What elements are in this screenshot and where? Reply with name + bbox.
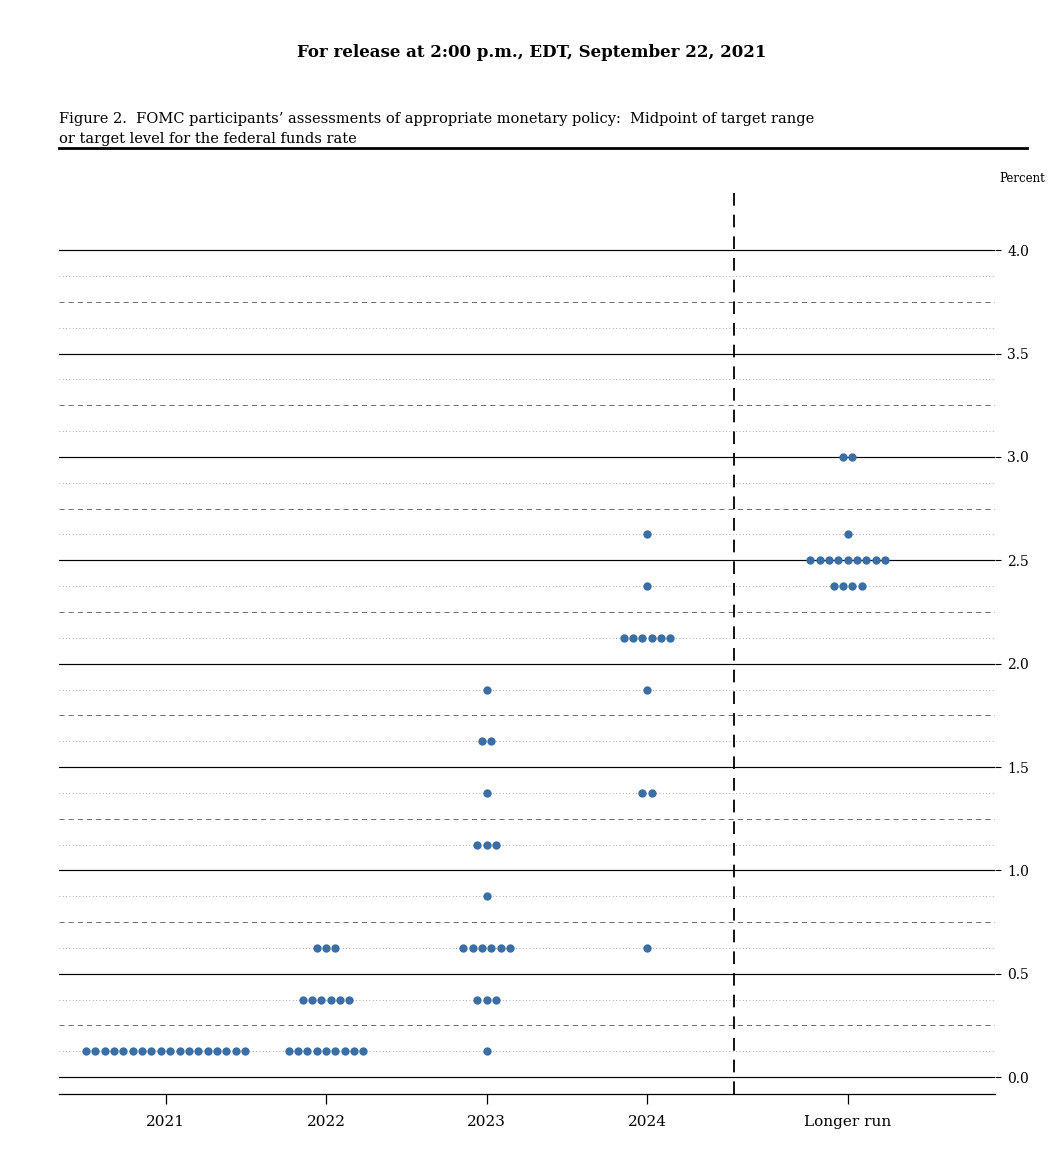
Text: For release at 2:00 p.m., EDT, September 22, 2021: For release at 2:00 p.m., EDT, September… [297,44,767,60]
Text: or target level for the federal funds rate: or target level for the federal funds ra… [59,132,356,146]
Text: Percent: Percent [999,173,1045,186]
Text: Figure 2.  FOMC participants’ assessments of appropriate monetary policy:  Midpo: Figure 2. FOMC participants’ assessments… [59,112,814,126]
